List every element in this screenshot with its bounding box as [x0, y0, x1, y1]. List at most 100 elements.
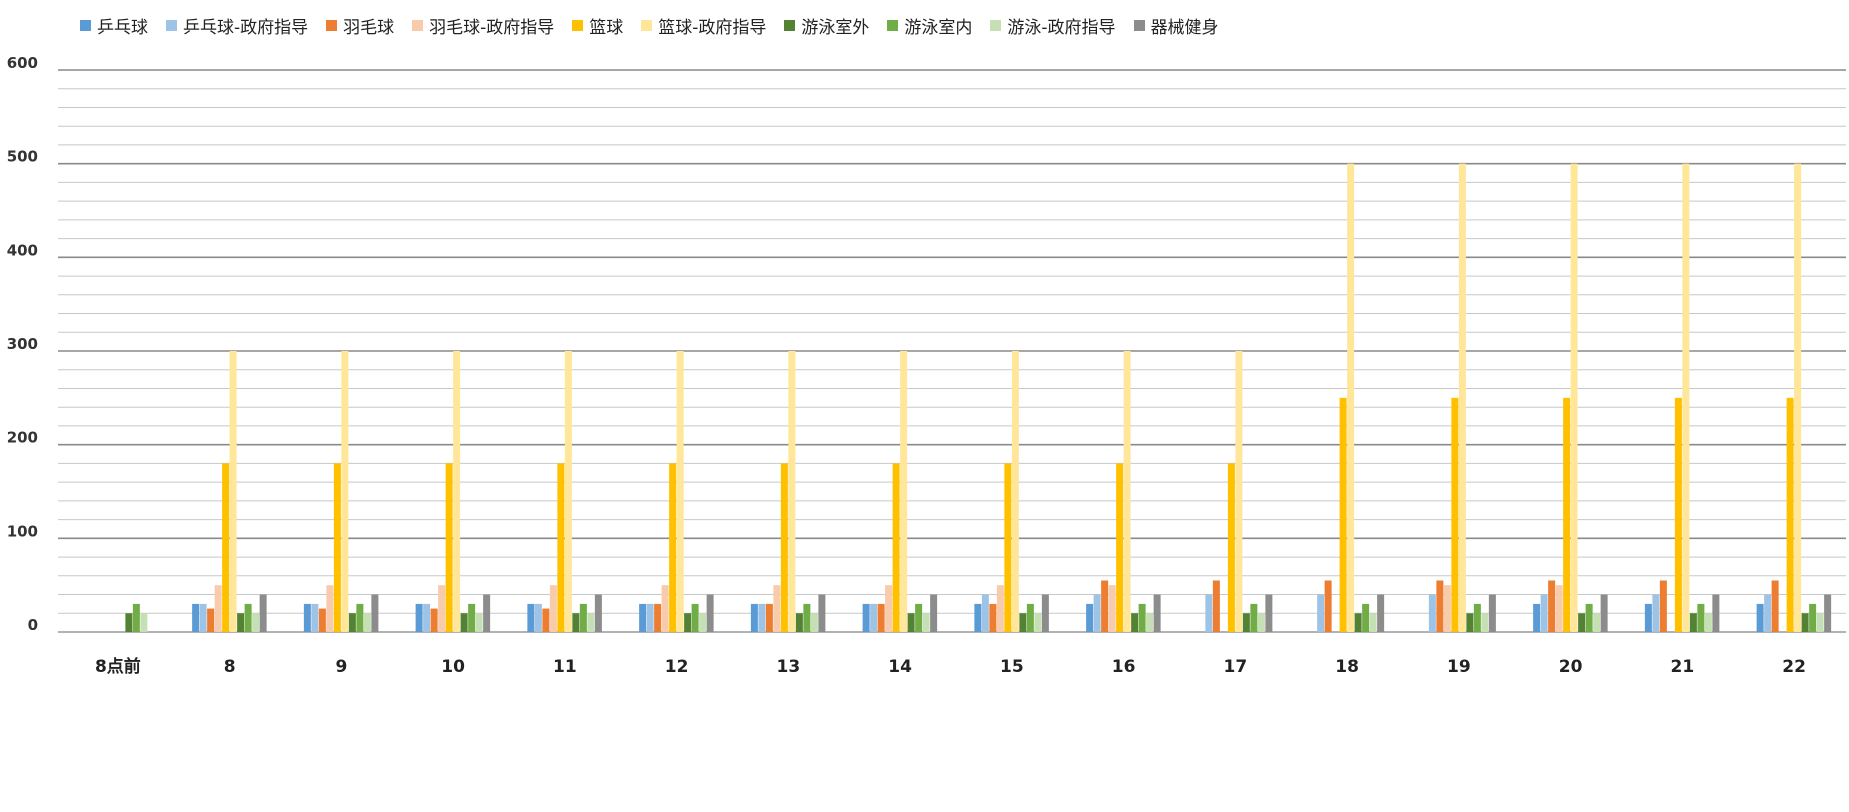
bar — [222, 463, 230, 632]
bar — [1250, 603, 1258, 632]
bar — [684, 613, 692, 632]
legend-swatch — [80, 19, 91, 31]
bar — [1123, 351, 1131, 632]
legend-swatch — [166, 19, 177, 31]
bar — [1011, 351, 1019, 632]
bar — [207, 608, 215, 632]
legend-label: 羽毛球-政府指导 — [429, 17, 555, 38]
bar — [244, 603, 252, 632]
legend-label: 游泳室内 — [904, 17, 973, 38]
legend-swatch — [326, 19, 338, 31]
bar — [922, 613, 930, 632]
bar — [1212, 580, 1220, 632]
bar — [341, 351, 349, 632]
bar — [900, 351, 908, 632]
bar — [1644, 603, 1652, 632]
bar — [579, 603, 587, 632]
x-tick-label: 8点前 — [95, 656, 141, 677]
legend-item: 乒乓球-政府指导 — [166, 13, 308, 38]
legend-swatch — [1133, 19, 1145, 31]
bar — [415, 603, 423, 632]
bar — [445, 463, 453, 632]
bar — [1101, 580, 1109, 632]
bar — [1488, 594, 1496, 632]
x-tick-label: 18 — [1335, 657, 1359, 677]
bar — [594, 594, 602, 632]
bar — [1369, 613, 1377, 632]
bar — [1794, 163, 1802, 632]
bar — [1652, 594, 1660, 632]
y-tick-label: 500 — [7, 148, 38, 166]
bar — [1816, 613, 1824, 632]
bar — [356, 603, 364, 632]
y-tick-label: 600 — [7, 54, 38, 72]
bar — [252, 613, 260, 632]
bar — [1257, 613, 1265, 632]
bar — [765, 603, 773, 632]
bar — [1153, 594, 1161, 632]
bar — [996, 585, 1004, 632]
bar — [1600, 594, 1608, 632]
bar — [1436, 580, 1444, 632]
bar — [483, 594, 491, 632]
bar — [1563, 397, 1571, 632]
bar — [1026, 603, 1034, 632]
x-tick-label: 9 — [335, 657, 347, 677]
bar — [1481, 613, 1489, 632]
bar — [885, 585, 893, 632]
bar — [1771, 580, 1779, 632]
bar — [318, 608, 326, 632]
bar — [780, 463, 788, 632]
bar — [214, 585, 222, 632]
bar — [1555, 585, 1563, 632]
bar — [1086, 603, 1094, 632]
bar — [1458, 163, 1466, 632]
bar — [862, 603, 870, 632]
y-tick-label: 300 — [7, 335, 38, 353]
bar — [1704, 613, 1712, 632]
bar — [564, 351, 572, 632]
x-tick-label: 16 — [1112, 657, 1136, 677]
bar — [1131, 613, 1139, 632]
bar — [1019, 613, 1027, 632]
bar — [1116, 463, 1124, 632]
x-tick-label: 17 — [1224, 657, 1248, 677]
y-tick-label: 0 — [28, 616, 38, 634]
bar — [915, 603, 923, 632]
bar — [661, 585, 669, 632]
y-tick-label: 200 — [7, 429, 38, 447]
bar — [140, 613, 148, 632]
bar — [1093, 594, 1101, 632]
x-tick-label: 21 — [1671, 657, 1695, 677]
bar — [1824, 594, 1832, 632]
bar — [1347, 163, 1355, 632]
bar — [1548, 580, 1556, 632]
bar — [676, 351, 684, 632]
bar — [803, 603, 811, 632]
bar — [691, 603, 699, 632]
bar — [1146, 613, 1154, 632]
legend-swatch — [572, 19, 584, 31]
x-tick-label: 8 — [224, 657, 236, 677]
bar — [981, 594, 989, 632]
bar — [773, 585, 781, 632]
bar — [1473, 603, 1481, 632]
bar — [1041, 594, 1049, 632]
legend-swatch — [641, 19, 653, 31]
legend-item: 羽毛球 — [326, 13, 394, 38]
bar — [818, 594, 826, 632]
bar — [125, 613, 133, 632]
bar — [974, 603, 982, 632]
x-tick-label: 22 — [1782, 657, 1806, 677]
bar — [430, 608, 438, 632]
y-tick-label: 400 — [7, 241, 38, 259]
bar — [1428, 594, 1436, 632]
bar — [326, 585, 334, 632]
bar — [1235, 351, 1243, 632]
bar — [1362, 603, 1370, 632]
legend-label: 游泳-政府指导 — [1007, 17, 1116, 38]
bar — [1466, 613, 1474, 632]
bar — [363, 613, 371, 632]
